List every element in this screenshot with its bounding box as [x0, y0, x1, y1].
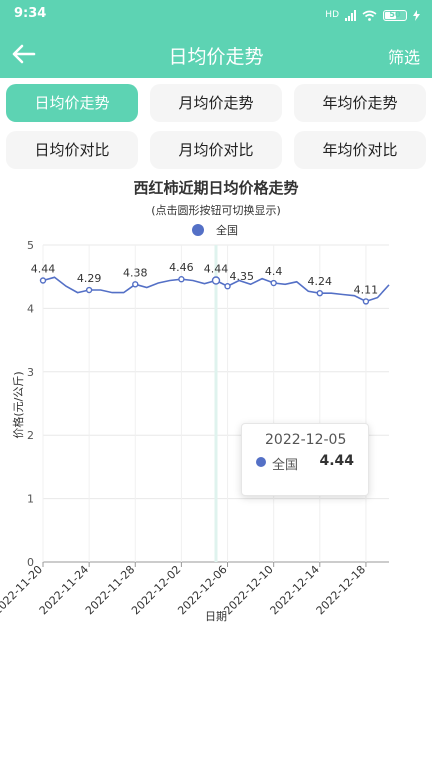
- tooltip-series-name: 全国: [272, 458, 299, 473]
- tab-monthly-compare[interactable]: 月均价对比: [150, 131, 282, 169]
- data-label: 4.4: [265, 265, 283, 278]
- page-title: 日均价走势: [168, 46, 264, 68]
- chart-tooltip: 2022-12-05 全国 4.44: [241, 423, 369, 496]
- signal-icon: [345, 9, 356, 21]
- chart-title: 西红柿近期日均价格走势: [133, 179, 299, 197]
- y-tick-label: 0: [27, 556, 34, 569]
- data-point: [132, 281, 139, 288]
- network-type-label: HD: [325, 10, 339, 20]
- tooltip-series-marker: [256, 457, 266, 467]
- data-label: 4.44: [31, 263, 56, 276]
- tab-yearly-trend[interactable]: 年均价走势: [294, 84, 426, 122]
- price-line-chart[interactable]: 全国0123452022-11-202022-11-242022-11-2820…: [0, 215, 432, 635]
- back-arrow-icon[interactable]: [8, 38, 40, 70]
- data-label: 4.46: [169, 261, 194, 274]
- data-label: 4.29: [77, 272, 102, 285]
- tooltip-date: 2022-12-05: [265, 432, 347, 448]
- status-time: 9:34: [14, 6, 47, 21]
- data-label: 4.24: [308, 275, 333, 288]
- wifi-icon: [362, 10, 377, 21]
- tab-daily-trend[interactable]: 日均价走势: [6, 84, 138, 122]
- y-tick-label: 2: [27, 429, 34, 442]
- battery-icon: 50: [383, 9, 407, 21]
- data-label: 4.44: [204, 263, 229, 276]
- legend-marker[interactable]: [192, 224, 204, 236]
- data-label: 4.11: [354, 283, 379, 296]
- app-bar: 日均价走势 筛选: [0, 30, 432, 78]
- tab-monthly-trend[interactable]: 月均价走势: [150, 84, 282, 122]
- x-axis-title: 日期: [205, 610, 227, 623]
- data-point: [224, 283, 231, 290]
- chart-subtitle: (点击圆形按钮可切换显示): [151, 204, 281, 217]
- data-point: [270, 279, 277, 287]
- y-axis-title: 价格(元/公斤): [11, 371, 25, 438]
- data-point: [85, 286, 93, 294]
- status-bar: 9:34 HD 50: [0, 0, 432, 30]
- data-point: [211, 276, 221, 285]
- tooltip-value: 4.44: [319, 453, 354, 469]
- tab-yearly-compare[interactable]: 年均价对比: [294, 131, 426, 169]
- tab-daily-compare[interactable]: 日均价对比: [6, 131, 138, 169]
- data-label: 4.38: [123, 266, 148, 279]
- data-point: [362, 298, 370, 305]
- y-tick-label: 3: [27, 366, 34, 379]
- y-tick-label: 1: [27, 493, 34, 506]
- data-point: [178, 276, 185, 283]
- battery-level: 50: [389, 9, 401, 19]
- status-icons: HD 50: [325, 8, 420, 22]
- y-tick-label: 4: [27, 302, 34, 315]
- data-label: 4.35: [230, 270, 255, 283]
- charging-icon: [413, 9, 420, 21]
- data-point: [39, 277, 47, 284]
- x-tick-label: 2022-12-18: [314, 563, 368, 617]
- filter-button[interactable]: 筛选: [387, 48, 420, 67]
- legend-label[interactable]: 全国: [216, 223, 238, 237]
- data-point: [316, 289, 323, 297]
- y-tick-label: 5: [27, 239, 34, 252]
